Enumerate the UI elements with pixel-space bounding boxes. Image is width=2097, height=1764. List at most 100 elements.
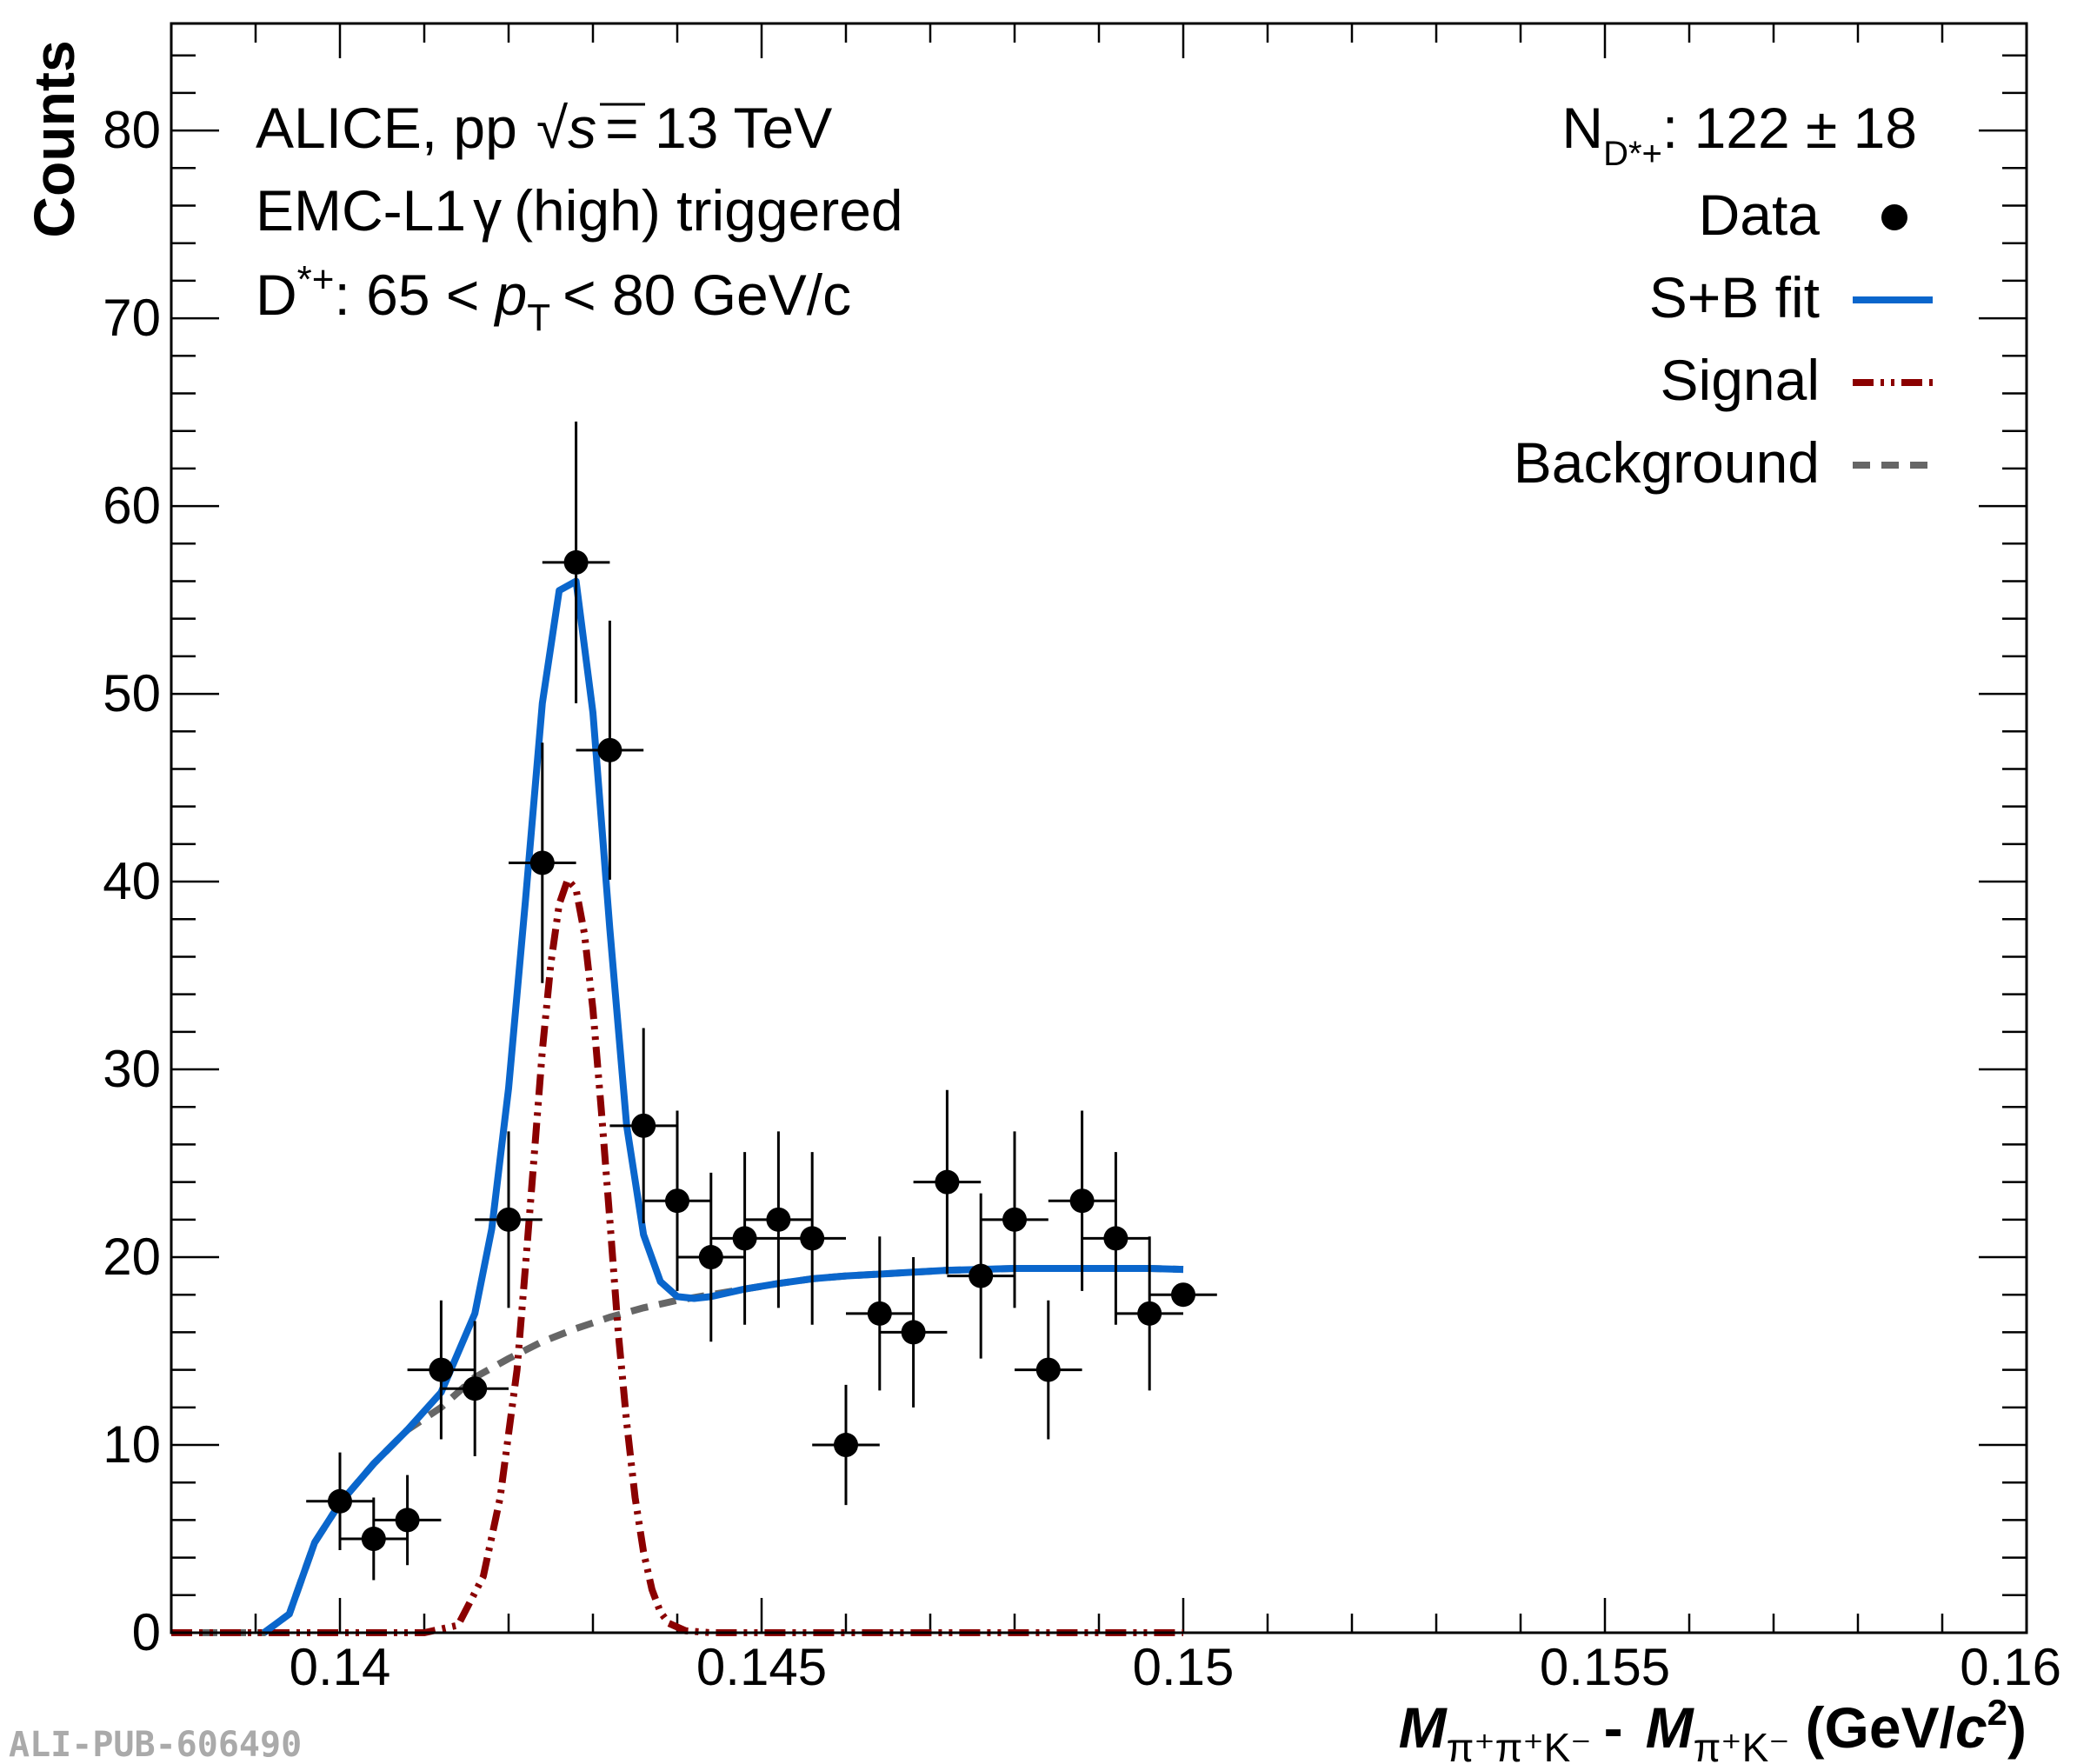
y-tick-label: 0	[132, 1603, 161, 1661]
legend-label-fit: S+B fit	[1649, 265, 1820, 330]
x-axis-sub2: π⁺K⁻	[1694, 1725, 1790, 1764]
data-point	[509, 742, 576, 983]
data-point	[879, 1257, 948, 1408]
annotation-block: ALICE, pp √s = 13 TeV EMC-L1 γ (high) trigge…	[256, 96, 903, 339]
data-marker	[766, 1207, 791, 1232]
data-marker	[901, 1320, 926, 1345]
data-marker	[935, 1169, 960, 1195]
data-marker	[698, 1245, 723, 1270]
annotation-trigger-level: (high) triggered	[514, 178, 903, 243]
x-tick-label: 0.15	[1133, 1638, 1235, 1696]
data-point	[306, 1452, 374, 1550]
data-point	[576, 620, 644, 880]
data-point	[981, 1131, 1048, 1308]
data-marker	[1002, 1207, 1027, 1232]
data-point	[441, 1321, 509, 1456]
watermark: ALI-PUB-606490	[9, 1725, 302, 1764]
x-axis-unit-post: )	[2007, 1695, 2027, 1760]
legend-marker-data	[1881, 204, 1907, 230]
plot-frame	[170, 22, 2028, 1634]
y-tick-label: 50	[103, 664, 161, 722]
data-points	[306, 421, 1217, 1581]
y-tick-label: 10	[103, 1415, 161, 1474]
data-marker	[1069, 1188, 1095, 1214]
data-point	[1015, 1300, 1082, 1440]
data-marker	[429, 1357, 454, 1382]
y-axis-title: Counts	[22, 40, 86, 237]
y-tick-label: 30	[103, 1040, 161, 1098]
legend-label-background: Background	[1514, 430, 1820, 495]
y-tick-label: 60	[103, 476, 161, 535]
x-tick-label: 0.14	[290, 1638, 391, 1696]
data-point	[340, 1497, 408, 1581]
y-tick-label: 70	[103, 289, 161, 347]
data-marker	[867, 1301, 892, 1326]
data-point	[744, 1131, 813, 1308]
y-tick-label: 40	[103, 852, 161, 910]
annotation-line-2: EMC-L1 γ (high) triggered	[256, 178, 903, 243]
data-marker	[1035, 1357, 1061, 1382]
x-axis-unit-c: c	[1955, 1695, 1987, 1760]
data-point	[778, 1152, 846, 1325]
data-point	[677, 1172, 745, 1342]
gamma-symbol: γ	[473, 178, 502, 243]
annotation-pt-sub: T	[527, 296, 550, 339]
axis-ticks	[170, 23, 2028, 1634]
data-point	[407, 1300, 476, 1440]
data-point	[913, 1089, 982, 1275]
x-axis-minus: -	[1604, 1695, 1623, 1760]
y-tick-label: 80	[103, 101, 161, 159]
data-marker	[496, 1207, 521, 1232]
annotation-particle-sup: *+	[297, 258, 335, 301]
data-point	[475, 1131, 543, 1308]
data-point	[1048, 1110, 1116, 1291]
x-tick-label: 0.145	[696, 1638, 827, 1696]
data-point	[1082, 1152, 1150, 1325]
data-marker	[463, 1376, 488, 1401]
data-point	[812, 1384, 880, 1506]
yield-value: : 122 ± 18	[1662, 96, 1917, 160]
data-marker	[969, 1263, 994, 1288]
annotation-range-hi: < 80 GeV/c	[563, 263, 851, 327]
annotation-collision: ALICE, pp	[256, 96, 517, 160]
data-marker	[834, 1433, 858, 1458]
data-marker	[328, 1488, 352, 1514]
signal-curve	[171, 873, 1183, 1636]
data-marker	[1171, 1282, 1195, 1308]
x-axis-m1: M	[1399, 1695, 1448, 1760]
annotation-line-1: ALICE, pp √s = 13 TeV	[256, 96, 832, 160]
yield-label: ND*+: 122 ± 18	[1561, 96, 1917, 173]
x-axis-m2: M	[1646, 1695, 1695, 1760]
x-axis-unit-pow: 2	[1987, 1692, 2007, 1733]
annotation-range-lo: : 65 <	[335, 263, 480, 327]
data-marker	[361, 1527, 386, 1552]
data-point	[643, 1110, 711, 1291]
data-marker	[1103, 1226, 1128, 1251]
yield-N: N	[1561, 96, 1603, 160]
data-point	[846, 1236, 914, 1391]
data-point	[1149, 1282, 1217, 1308]
legend: ND*+: 122 ± 18 Data S+B fit Signal Backg…	[1514, 96, 1933, 495]
data-marker	[1137, 1301, 1162, 1326]
x-axis-title: Mπ⁺π⁺K⁻ - Mπ⁺K⁻ (GeV/c2)	[1399, 1692, 2027, 1764]
data-marker	[529, 850, 555, 875]
annotation-trigger: EMC-L1	[256, 178, 466, 243]
sqrt-s: s	[568, 96, 596, 160]
data-point	[373, 1474, 442, 1566]
annotation-particle: D	[256, 263, 297, 327]
data-marker	[395, 1508, 420, 1533]
x-axis-unit-pre: (GeV/	[1806, 1695, 1955, 1760]
data-point	[609, 1028, 677, 1224]
data-point	[1115, 1236, 1183, 1391]
legend-label-signal: Signal	[1661, 348, 1820, 412]
annotation-energy: = 13 TeV	[605, 96, 832, 160]
data-point	[710, 1152, 779, 1325]
data-point	[542, 421, 610, 703]
tick-labels: 0.14 0.145 0.15 0.155 0.16 0 10 20 30 40 50 60 70 80	[103, 101, 2061, 1696]
x-tick-label: 0.155	[1540, 1638, 1670, 1696]
data-marker	[631, 1113, 656, 1138]
sqrt-symbol: √	[536, 96, 569, 160]
annotation-pt: p	[493, 263, 527, 327]
